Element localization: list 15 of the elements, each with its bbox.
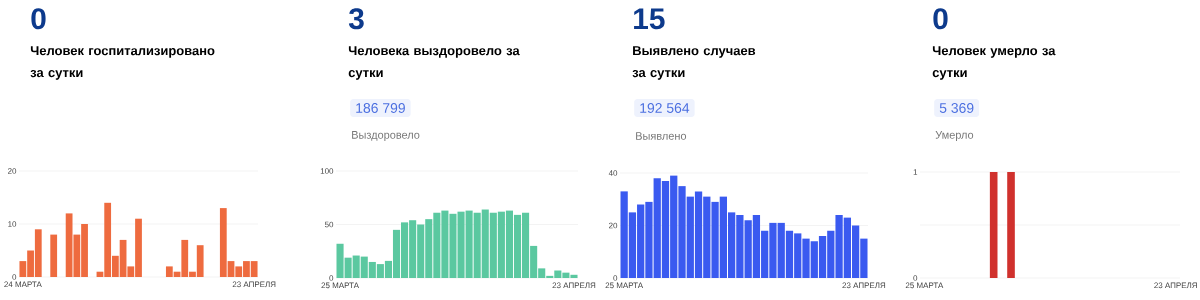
text: Выздоровело [352, 131, 420, 141]
text: 5 369 [939, 103, 974, 113]
chart-title: 15 [634, 8, 665, 30]
chart-subtitle: Человека выздоровело за сутки [348, 46, 520, 80]
chart-title: 3 [348, 8, 364, 30]
chart-subtitle: Выявлено случаев за сутки [632, 46, 756, 80]
chart-title: 0 [933, 8, 948, 30]
chart-subtitle: Человек госпитализировано за сутки [30, 46, 215, 80]
text: 186 799 [356, 103, 405, 113]
chart-subtitle: Человек умерло за сутки [932, 46, 1056, 80]
bar [50, 234, 58, 277]
chart-title: 0 [31, 8, 46, 30]
text: 192 564 [640, 103, 690, 113]
text: Выявлено [636, 132, 687, 140]
text: Умерло [935, 131, 974, 141]
